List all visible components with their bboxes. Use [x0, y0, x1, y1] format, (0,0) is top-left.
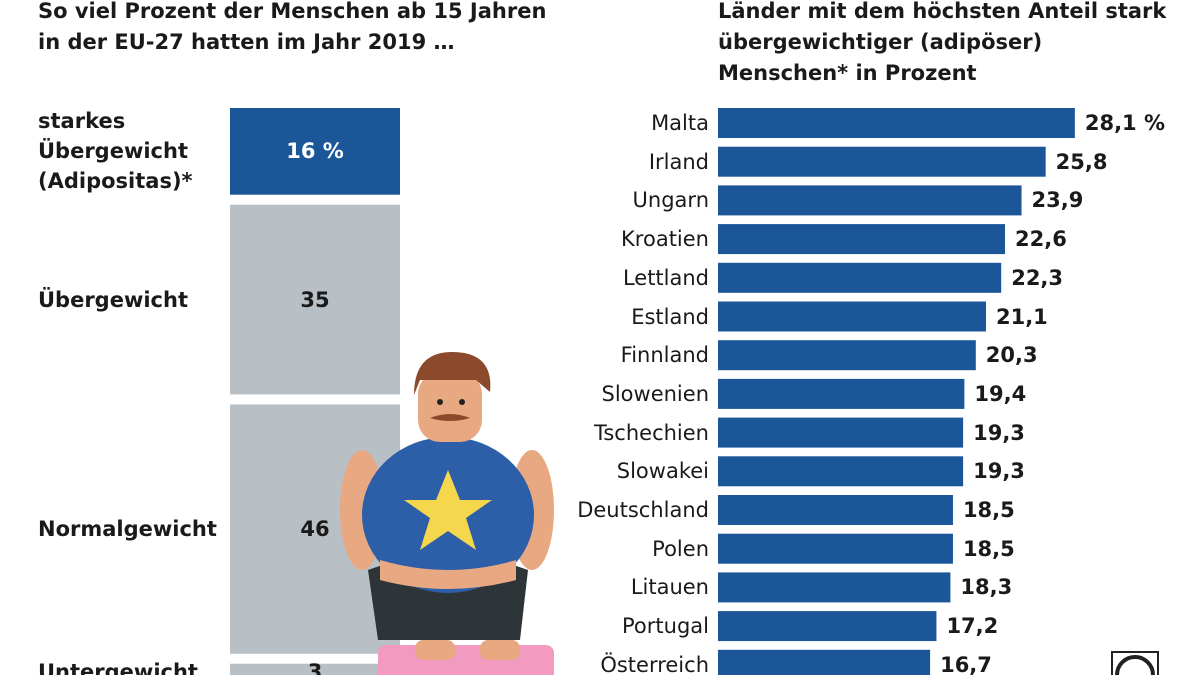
value-label: 23,9 [1031, 188, 1084, 213]
belly [380, 560, 516, 589]
value-label: 19,4 [974, 381, 1027, 406]
category-label: Portugal [622, 614, 709, 639]
value-label: 28,1 % [1084, 111, 1166, 135]
value-label: 18,5 [962, 536, 1015, 561]
bar [718, 495, 953, 525]
eye [459, 399, 465, 405]
moustache [430, 414, 470, 421]
bar [718, 185, 1022, 216]
category-label: Slowakei [616, 459, 709, 484]
chart-title: Länder mit dem höchsten Anteil stark übe… [718, 0, 1167, 85]
category-label: Ungarn [632, 188, 709, 213]
category-label: Lettland [622, 265, 709, 290]
bar [718, 378, 965, 409]
bar [718, 146, 1046, 177]
head [418, 372, 482, 442]
category-label: Polen [652, 536, 709, 561]
bar [718, 340, 976, 371]
category-label: Finnland [620, 343, 709, 368]
logo-frame [1111, 651, 1159, 675]
foot [480, 640, 520, 660]
segment-label: 3 [307, 659, 323, 675]
segment-label: 16 % [286, 139, 344, 164]
bar [718, 456, 964, 487]
value-label: 19,3 [973, 459, 1025, 484]
illustration [340, 352, 554, 675]
foot [415, 640, 455, 660]
bar [718, 301, 986, 332]
category-label: Irland [648, 149, 709, 174]
value-label: 18,5 [962, 498, 1015, 522]
category-label: Untergewicht [38, 659, 198, 675]
category-label: Normalgewicht [38, 517, 217, 542]
segment-label: 35 [300, 287, 330, 312]
bar [718, 533, 953, 564]
value-label: 18,3 [960, 575, 1013, 600]
segment [230, 108, 400, 195]
bar [718, 262, 1002, 293]
segment [230, 663, 400, 675]
value-label: 25,8 [1055, 149, 1108, 174]
value-label: 19,3 [973, 420, 1025, 445]
category-label: starkes Übergewicht (Adipositas)* [38, 109, 193, 194]
category-label: Estland [631, 304, 709, 329]
category-label: Übergewicht [38, 287, 188, 312]
category-label: Tschechien [594, 420, 709, 445]
category-label: Kroatien [621, 227, 709, 252]
bar [718, 108, 1075, 138]
segment-label: 46 [300, 517, 330, 542]
category-label: Malta [651, 111, 709, 135]
chart-title: So viel Prozent der Menschen ab 15 Jahre… [38, 0, 547, 54]
scale [378, 645, 554, 675]
value-label: 21,1 [995, 304, 1048, 329]
value-label: 20,3 [985, 343, 1038, 368]
value-label: 17,2 [946, 614, 999, 639]
logo [1111, 651, 1159, 675]
category-label: Österreich [600, 652, 709, 675]
bar [718, 417, 964, 448]
bar [718, 611, 937, 642]
value-label: 22,6 [1015, 227, 1067, 252]
category-label: Deutschland [577, 498, 709, 522]
value-label: 22,3 [1011, 265, 1064, 290]
logo-mark [1115, 655, 1155, 675]
category-label: Litauen [630, 575, 709, 600]
value-label: 16,7 [940, 652, 992, 675]
star [404, 470, 492, 550]
segment [230, 204, 400, 395]
category-label: Slowenien [601, 381, 709, 406]
eye [437, 399, 443, 405]
bar [718, 572, 951, 603]
bar [718, 649, 931, 675]
bar [718, 224, 1006, 255]
hair [414, 352, 491, 395]
